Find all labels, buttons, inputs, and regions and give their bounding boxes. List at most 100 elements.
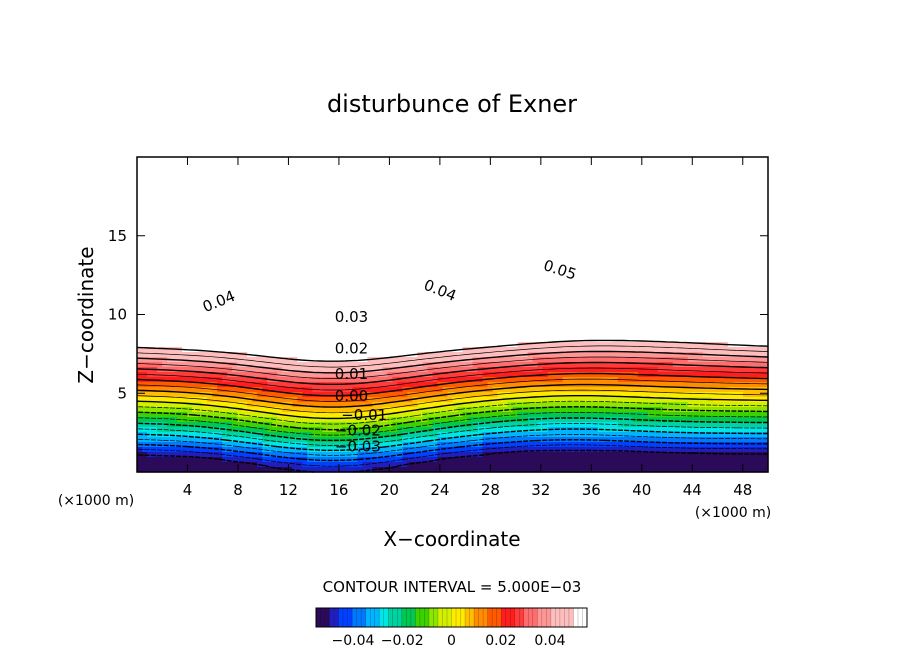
contour-cell [697,202,704,208]
contour-cell [452,317,459,323]
contour-cell [392,227,399,233]
contour-cell [437,277,444,283]
contour-cell [277,237,283,243]
contour-cell [487,217,494,223]
contour-cell [187,217,193,223]
contour-cell [532,162,539,168]
contour-cell [267,177,273,183]
contour-cell [387,317,394,323]
contour-cell [542,327,549,333]
contour-cell [672,257,679,263]
contour-cell [312,187,318,193]
contour-cell [342,352,348,358]
contour-cell [687,212,694,218]
contour-cell [497,247,504,253]
contour-cell [747,242,754,248]
contour-cell [477,337,484,343]
contour-cell [372,317,378,323]
contour-cell [212,222,218,228]
contour-cell [217,312,223,318]
contour-cell [432,172,439,178]
contour-cell [442,337,449,343]
contour-cell [337,207,343,213]
contour-cell [372,227,378,233]
contour-cell [362,242,368,248]
contour-cell [307,267,313,273]
contour-cell [187,322,193,328]
contour-cell [607,237,614,243]
contour-cell [612,217,619,223]
contour-cell [627,187,634,193]
contour-cell [247,157,253,163]
contour-cell [382,297,388,303]
contour-cell [222,267,228,273]
contour-cell [752,297,759,303]
contour-cell [322,217,328,223]
contour-cell [532,317,539,323]
contour-cell [447,187,454,193]
contour-cell [627,197,634,203]
contour-cell [607,262,614,268]
contour-cell [302,197,308,203]
contour-cell [612,252,619,258]
contour-cell [427,192,434,198]
contour-cell [147,252,153,258]
contour-cell [492,322,499,328]
contour-cell [402,202,409,208]
contour-cell [362,272,368,278]
contour-cell [577,242,584,248]
contour-cell [722,157,729,163]
contour-cell [267,262,273,268]
contour-cell [512,192,519,198]
contour-cell [722,227,729,233]
contour-cell [602,232,609,238]
contour-cell [497,302,504,308]
contour-cell [232,262,238,268]
contour-cell [627,342,634,348]
contour-cell [612,177,619,183]
contour-cell [722,267,729,273]
contour-cell [482,282,489,288]
contour-cell [167,192,173,198]
contour-cell [397,342,404,348]
contour-cell [222,282,228,288]
contour-cell [407,182,414,188]
contour-cell [432,317,439,323]
contour-cell [542,307,549,313]
contour-cell [457,237,464,243]
contour-cell [312,337,318,343]
contour-cell [732,272,739,278]
contour-cell [362,352,368,358]
contour-cell [142,182,148,188]
contour-cell [237,222,243,228]
contour-cell [382,302,388,308]
contour-cell [522,257,529,263]
contour-cell [187,312,193,318]
contour-cell [687,172,694,178]
contour-cell [202,172,208,178]
contour-cell [652,172,659,178]
contour-cell [282,282,288,288]
contour-cell [427,217,434,223]
contour-cell [307,337,313,343]
contour-cell [447,252,454,258]
contour-cell [732,282,739,288]
contour-cell [697,167,704,173]
contour-cell [567,212,574,218]
contour-cell [627,182,634,188]
contour-cell [762,277,769,283]
contour-cell [667,297,674,303]
contour-cell [182,307,188,313]
contour-cell [187,157,193,163]
contour-cell [192,277,198,283]
contour-cell [412,302,419,308]
contour-cell [422,177,429,183]
contour-cell [172,277,178,283]
contour-cell [462,297,469,303]
contour-cell [167,277,173,283]
contour-cell [492,202,499,208]
contour-cell [252,172,258,178]
contour-cell [482,322,489,328]
contour-cell [612,322,619,328]
contour-cell [347,162,353,168]
